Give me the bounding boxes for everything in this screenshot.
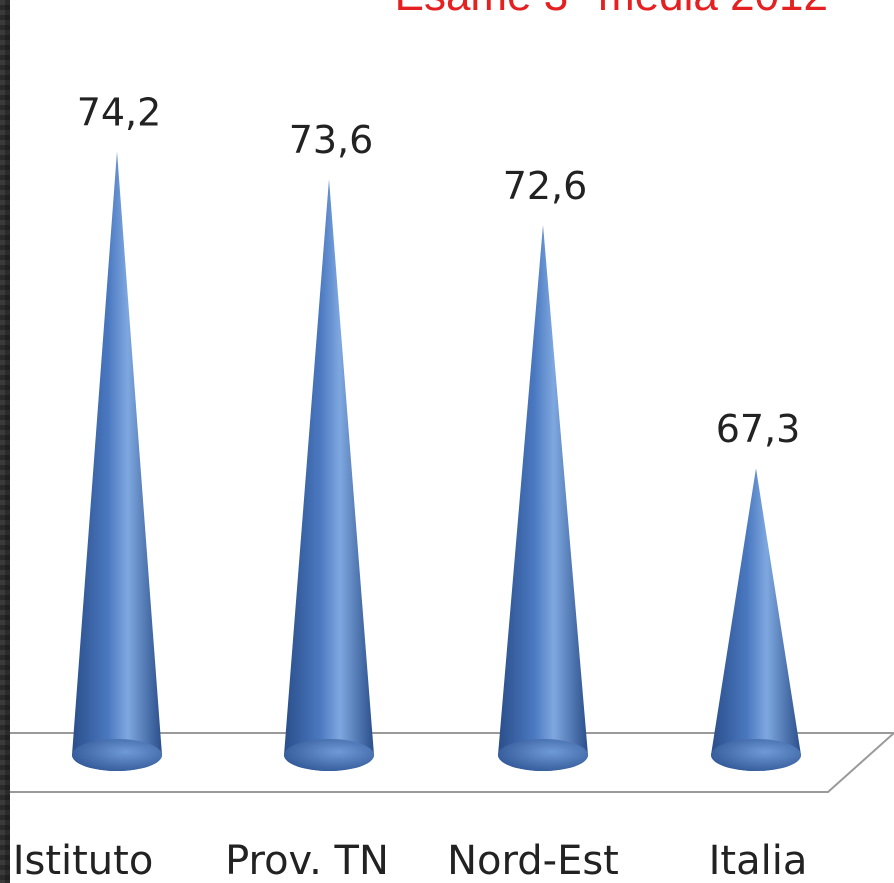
value-label-istituto: 74,2 xyxy=(77,91,162,135)
value-label-prov-tn: 73,6 xyxy=(289,118,374,162)
cone-body xyxy=(498,224,588,772)
bar-nord-est xyxy=(498,224,588,772)
cone-body xyxy=(711,468,801,771)
value-label-italia: 67,3 xyxy=(716,407,801,451)
cone-base xyxy=(284,739,374,771)
floor-plane xyxy=(10,732,894,793)
bar-istituto xyxy=(72,151,162,771)
chart-title: Esame 3° media 2012 xyxy=(395,0,828,20)
tick-label-prov-tn: Prov. TN xyxy=(225,838,389,883)
cone-body xyxy=(284,179,374,771)
bar-italia xyxy=(711,468,801,771)
category-axis: Istituto Prov. TN Nord-Est Italia xyxy=(13,838,808,883)
cone-body xyxy=(72,151,162,771)
left-edge-strip xyxy=(0,0,10,883)
tick-label-nord-est: Nord-Est xyxy=(447,838,619,883)
tick-label-italia: Italia xyxy=(709,838,808,883)
bars-layer xyxy=(72,151,801,772)
tick-label-istituto: Istituto xyxy=(13,838,154,883)
bar-prov-tn xyxy=(284,179,374,771)
value-labels: 74,2 73,6 72,6 67,3 xyxy=(77,91,801,452)
cone-base xyxy=(498,739,588,771)
cone-base xyxy=(711,739,801,771)
value-label-nord-est: 72,6 xyxy=(503,164,588,208)
cone-base xyxy=(72,739,162,771)
